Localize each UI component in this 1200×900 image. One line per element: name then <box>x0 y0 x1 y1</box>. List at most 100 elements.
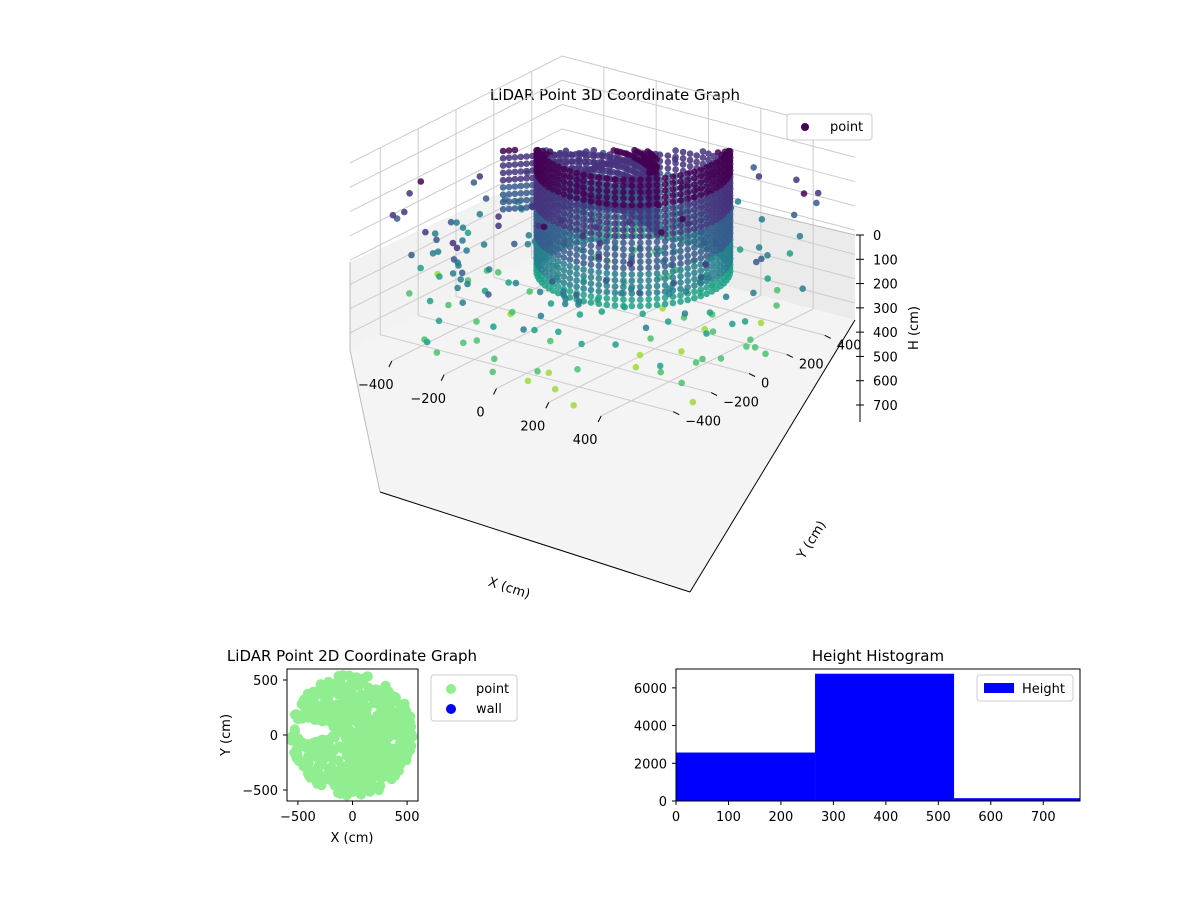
point-3d <box>645 176 652 183</box>
z-tick-label-3d: 200 <box>873 278 898 293</box>
point-3d <box>708 187 716 194</box>
point-3d <box>511 161 519 168</box>
point-3d <box>587 267 595 275</box>
point-3d <box>611 220 619 227</box>
point-2d <box>363 682 374 693</box>
point-3d <box>639 310 646 318</box>
point-3d <box>628 195 636 202</box>
point-3d <box>669 223 677 231</box>
title-3d: LiDAR Point 3D Coordinate Graph <box>490 86 740 104</box>
point-3d <box>697 217 705 224</box>
point-3d <box>449 270 457 277</box>
point-3d <box>697 229 705 237</box>
point-3d <box>708 281 716 289</box>
point-3d <box>697 185 705 192</box>
point-3d <box>548 278 556 285</box>
point-2d <box>376 734 387 744</box>
point-3d <box>459 237 466 244</box>
point-2d <box>344 670 355 681</box>
point-3d <box>617 289 625 297</box>
point-3d <box>786 250 794 257</box>
point-2d <box>301 754 312 765</box>
point-3d <box>611 258 619 265</box>
point-3d <box>470 179 478 186</box>
point-3d <box>511 197 519 205</box>
point-3d <box>526 288 533 295</box>
histogram-bars <box>676 673 1080 801</box>
point-3d <box>677 279 684 286</box>
point-3d <box>677 222 684 230</box>
point-3d <box>741 318 749 325</box>
point-3d <box>669 230 677 237</box>
point-3d <box>705 274 712 282</box>
point-3d <box>580 215 587 223</box>
point-3d <box>562 147 570 155</box>
point-3d <box>554 270 562 278</box>
point-3d <box>573 245 580 253</box>
point-3d <box>703 164 710 171</box>
point-2d <box>327 702 338 713</box>
point-3d <box>517 168 525 175</box>
title-2d: LiDAR Point 2D Coordinate Graph <box>227 647 477 665</box>
histogram-frame <box>675 668 1081 802</box>
point-3d <box>536 288 544 296</box>
point-3d <box>691 168 698 176</box>
point-3d <box>505 205 513 213</box>
point-3d <box>628 233 636 240</box>
point-3d <box>722 293 730 301</box>
point-3d <box>517 197 525 204</box>
point-3d <box>546 239 553 247</box>
point-3d <box>453 244 461 252</box>
point-3d <box>697 166 705 174</box>
point-3d <box>549 167 557 174</box>
point-3d <box>611 232 619 240</box>
point-3d <box>505 198 513 205</box>
y-tick-label-histogram: 4000 <box>634 720 667 735</box>
z-tick-label-3d: 100 <box>873 253 898 268</box>
point-3d <box>603 288 611 296</box>
point-3d <box>700 239 708 246</box>
point-3d <box>603 295 611 302</box>
point-3d <box>587 179 595 186</box>
point-3d <box>580 171 587 179</box>
point-3d <box>661 187 669 194</box>
point-3d <box>669 204 677 212</box>
point-3d <box>573 201 580 208</box>
point-3d <box>698 274 705 281</box>
point-3d <box>653 244 661 252</box>
point-2d <box>394 699 405 710</box>
point-3d <box>603 238 611 245</box>
point-3d <box>587 274 595 281</box>
point-2d <box>390 768 401 779</box>
x-tick-3d <box>597 415 602 423</box>
point-3d <box>645 213 652 221</box>
point-2d <box>338 761 349 772</box>
point-3d <box>692 359 700 366</box>
point-2d <box>314 714 325 725</box>
x-tick-label-3d: 0 <box>476 406 484 421</box>
x-tick-3d <box>493 388 497 395</box>
point-3d <box>697 179 705 186</box>
point-3d <box>653 251 661 258</box>
point-3d <box>595 180 603 188</box>
point-3d <box>511 205 519 212</box>
y-tick-label-histogram: 6000 <box>634 682 667 697</box>
point-3d <box>523 182 530 189</box>
point-3d <box>499 198 507 206</box>
point-3d <box>708 161 716 169</box>
point-3d <box>431 230 439 237</box>
point-3d <box>566 193 574 200</box>
point-3d <box>581 158 589 166</box>
point-3d <box>708 250 716 257</box>
point-3d <box>645 289 652 297</box>
point-3d <box>554 264 562 272</box>
point-3d <box>517 182 525 190</box>
point-3d <box>677 273 684 280</box>
point-2d <box>318 734 329 745</box>
point-3d <box>554 182 562 190</box>
point-2d <box>346 758 357 768</box>
point-3d <box>684 214 691 222</box>
point-3d <box>677 260 684 268</box>
point-3d <box>577 151 584 158</box>
point-3d <box>523 196 530 204</box>
